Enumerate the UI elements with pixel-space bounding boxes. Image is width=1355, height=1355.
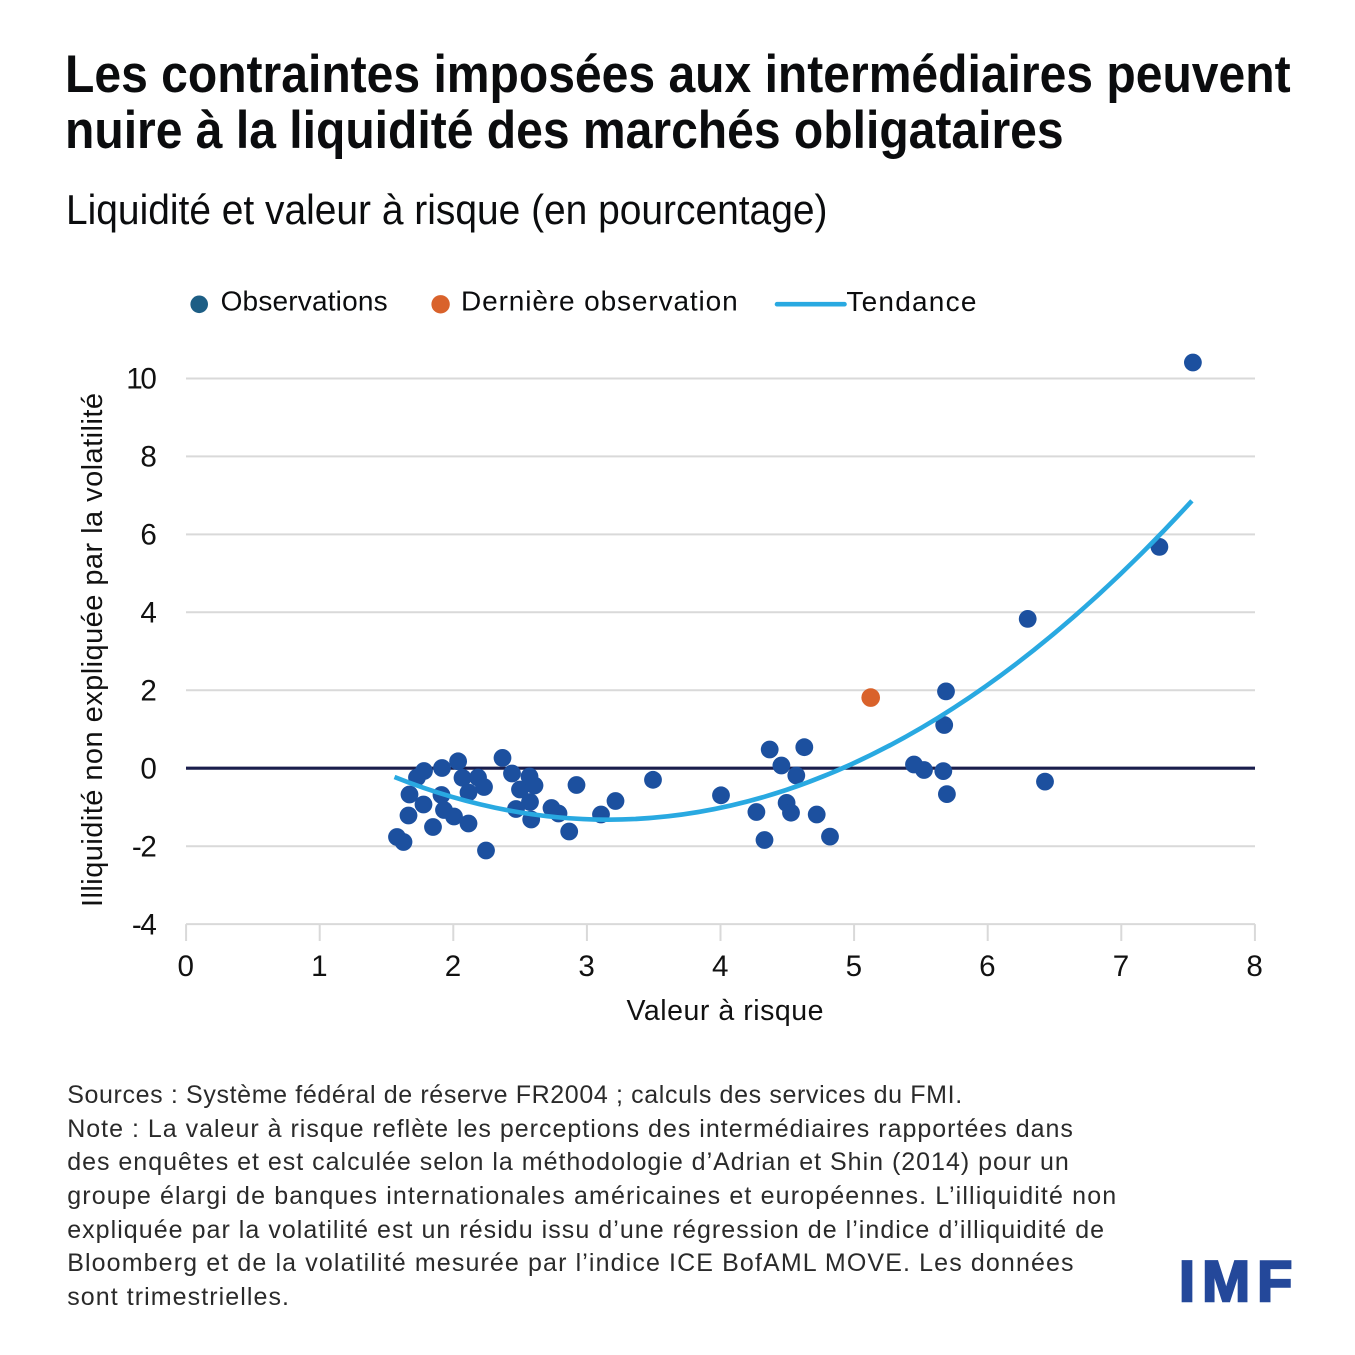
- svg-text:Illiquidité non expliquée par: Illiquidité non expliquée par la volatil…: [77, 393, 109, 907]
- svg-text:3: 3: [578, 950, 594, 983]
- svg-text:2: 2: [140, 675, 156, 708]
- svg-text:7: 7: [1113, 950, 1129, 983]
- svg-text:Tendance: Tendance: [846, 286, 976, 317]
- svg-text:-4: -4: [132, 908, 157, 941]
- svg-text:6: 6: [140, 519, 156, 552]
- svg-text:8: 8: [140, 441, 156, 474]
- svg-text:-2: -2: [132, 830, 157, 863]
- svg-text:2: 2: [445, 950, 461, 983]
- svg-text:6: 6: [979, 950, 995, 983]
- svg-text:0: 0: [140, 752, 156, 785]
- svg-text:5: 5: [846, 950, 862, 983]
- svg-text:10: 10: [126, 363, 157, 396]
- svg-text:8: 8: [1246, 950, 1262, 983]
- svg-text:Valeur à risque: Valeur à risque: [627, 995, 824, 1027]
- svg-text:4: 4: [140, 597, 156, 630]
- svg-text:0: 0: [177, 950, 193, 983]
- svg-text:4: 4: [712, 950, 728, 983]
- svg-text:1: 1: [311, 950, 327, 983]
- svg-text:Dernière observation: Dernière observation: [461, 286, 738, 317]
- svg-text:Observations: Observations: [221, 286, 388, 317]
